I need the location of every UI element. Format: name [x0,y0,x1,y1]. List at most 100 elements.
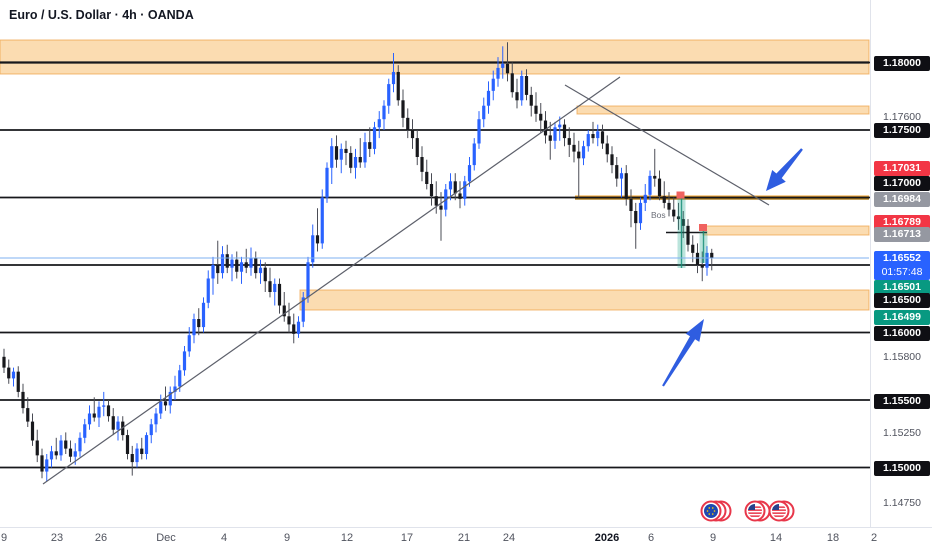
candle-body [135,448,139,463]
candle-body [667,202,671,210]
candle-body [220,254,225,274]
candle-body [524,76,529,95]
risk-box[interactable] [699,224,707,231]
candle-body [334,146,339,160]
candle-body [605,143,609,155]
candle-body [548,135,552,141]
candle-body [358,157,362,163]
candle-body [26,408,30,422]
candle-body [710,252,714,258]
candle-body [406,117,410,130]
candle-body [434,196,438,206]
candle-body [463,181,467,199]
candle-body [68,448,73,457]
candle-body [45,459,49,472]
supply-demand-zone[interactable] [0,39,870,75]
candle-body [425,171,429,184]
descending-trendline[interactable] [564,84,770,206]
candle-body [35,440,39,456]
candle-body [672,209,676,217]
candle-body [539,113,543,121]
candle-body [11,371,16,379]
candle-body [529,94,533,106]
supply-demand-zone[interactable] [576,105,870,115]
price-axis-label: 1.14750 [883,496,921,509]
candle-body [410,130,415,139]
candle-body [116,421,120,430]
candle-body [382,105,386,120]
candle-body [482,105,486,120]
candle-body [244,262,248,268]
candle-body [201,302,206,328]
blue-arrow-drawing[interactable] [766,148,803,191]
candle-body [391,71,396,85]
time-axis-label: 9 [709,532,717,544]
candle-body [149,424,153,436]
time-axis-label: 12 [340,532,354,544]
price-axis-label: 1.15800 [883,350,921,363]
candle-body [558,124,562,128]
candle-body [111,416,115,430]
us-flag-event-icon[interactable] [744,500,766,522]
price-axis-label: 1.15250 [883,426,921,439]
candle-body [225,254,229,268]
ascending-trendline[interactable] [42,76,621,485]
candle-body [581,146,586,159]
candle-body [301,297,305,322]
supply-demand-zone[interactable] [299,289,870,311]
candle-body [239,262,244,272]
candle-body [140,448,144,454]
candle-body [467,165,472,182]
candle-body [92,413,96,418]
candle-body [619,173,624,179]
candle-body [368,142,372,149]
candle-body [510,73,514,93]
candle-body [130,454,134,463]
candle-body [311,235,315,263]
price-axis-label: 1.16501 [874,279,930,295]
candle-body [577,151,581,159]
us-flag-event-icon[interactable] [768,500,790,522]
candle-body [572,144,576,152]
time-axis-label: 4 [220,532,228,544]
bos-annotation[interactable]: Bos [651,210,666,220]
time-axis-label: 23 [50,532,64,544]
candle-body [491,78,495,91]
blue-arrow-drawing[interactable] [662,319,704,387]
candle-body [306,262,310,298]
candle-body [453,181,457,194]
candle-body [586,134,590,147]
time-axis-label: 21 [457,532,471,544]
candle-body [87,413,92,425]
risk-box[interactable] [676,191,685,199]
candle-body [643,194,647,203]
price-axis-label: 1.15000 [874,460,930,476]
time-axis-label: 9 [283,532,291,544]
time-axis-label: 2026 [594,532,620,544]
candle-body [296,321,301,334]
candle-body [197,319,201,328]
price-axis[interactable]: 1.18000 1.17600 1.17500 1.17031 1.17000 1.169… [870,0,932,527]
symbol-title: Euro / U.S. Dollar · 4h · OANDA [9,8,194,22]
time-axis-label: 17 [400,532,414,544]
candle-body [315,235,320,244]
candle-body [686,225,690,245]
candle-body [553,127,557,141]
eu-flag-event-icon[interactable] [700,500,722,522]
price-axis-label: 1.16000 [874,325,930,341]
candle-body [477,119,481,144]
price-axis-label: 1.17031 [874,160,930,176]
time-axis[interactable]: 9 23 26 Dec 4 9 12 17 21 24 2026 6 9 14 18 2 [0,527,932,550]
current-price-label: 1.16552 [874,250,930,266]
candle-body [192,319,196,336]
price-axis-label: 1.16713 [874,226,930,242]
candle-body [681,219,685,226]
candle-body [83,424,87,438]
candle-body [59,440,63,456]
candle-body [163,401,168,406]
candle-body [387,84,391,106]
candle-body [653,175,657,179]
candle-body [144,435,149,454]
candle-body [596,131,600,139]
